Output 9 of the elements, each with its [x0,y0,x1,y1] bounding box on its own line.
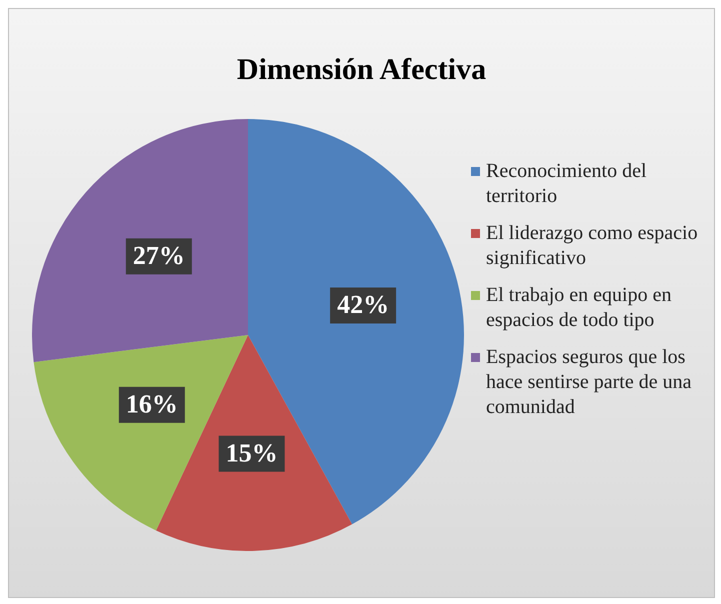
data-label: 15% [226,438,278,468]
legend-label: Reconocimiento del territorio [486,159,648,209]
legend-label: El liderazgo como espacio significativo [486,221,699,271]
data-label: 42% [337,290,390,320]
chart-title: Dimensión Afectiva [236,53,488,87]
legend-label: El trabajo en equipo en espacios de todo tipo [486,283,672,333]
legend-label: Espacios seguros que los hace sentirse parte de una comunidad [486,345,692,420]
data-label: 27% [132,241,185,270]
data-label: 16% [126,390,178,419]
